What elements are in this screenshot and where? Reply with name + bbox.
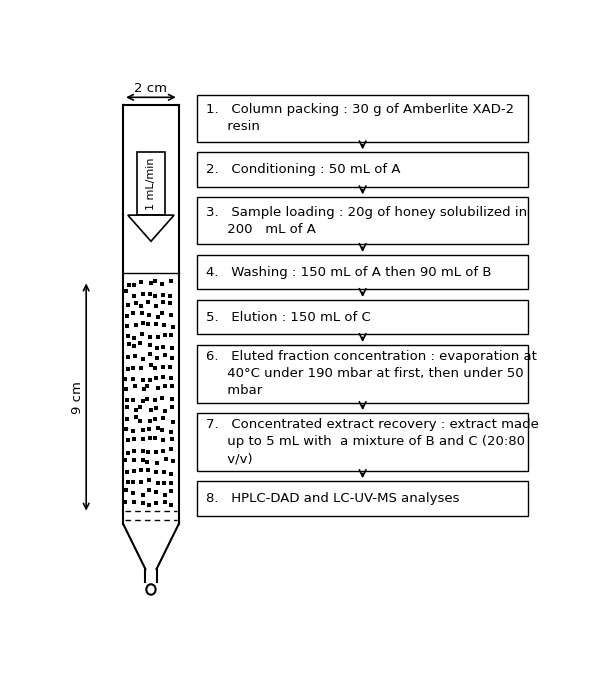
Bar [197, 95, 528, 142]
Text: 2 cm: 2 cm [134, 82, 168, 95]
Bar [197, 152, 528, 187]
Bar [197, 197, 528, 244]
Bar [197, 300, 528, 335]
Text: 2.   Conditioning : 50 mL of A: 2. Conditioning : 50 mL of A [205, 163, 400, 176]
Text: 8.   HPLC-DAD and LC-UV-MS analyses: 8. HPLC-DAD and LC-UV-MS analyses [205, 492, 459, 505]
Text: 4.   Washing : 150 mL of A then 90 mL of B: 4. Washing : 150 mL of A then 90 mL of B [205, 266, 491, 279]
Text: 5.   Elution : 150 mL of C: 5. Elution : 150 mL of C [205, 311, 370, 324]
Text: 1 mL/min: 1 mL/min [146, 158, 156, 210]
Bar [197, 255, 528, 290]
Bar [197, 345, 528, 403]
Bar [197, 413, 528, 471]
Text: 6.   Eluted fraction concentration : evaporation at
     40°C under 190 mbar at : 6. Eluted fraction concentration : evapo… [205, 350, 537, 397]
Text: 7.   Concentrated extract recovery : extract made
     up to 5 mL with  a mixtur: 7. Concentrated extract recovery : extra… [205, 418, 538, 465]
Text: 9 cm: 9 cm [72, 381, 84, 413]
Bar [197, 481, 528, 515]
Text: 3.   Sample loading : 20g of honey solubilized in
     200   mL of A: 3. Sample loading : 20g of honey solubil… [205, 206, 527, 236]
Bar [137, 152, 165, 215]
Text: 1.   Column packing : 30 g of Amberlite XAD-2
     resin: 1. Column packing : 30 g of Amberlite XA… [205, 103, 513, 133]
Polygon shape [128, 215, 174, 241]
